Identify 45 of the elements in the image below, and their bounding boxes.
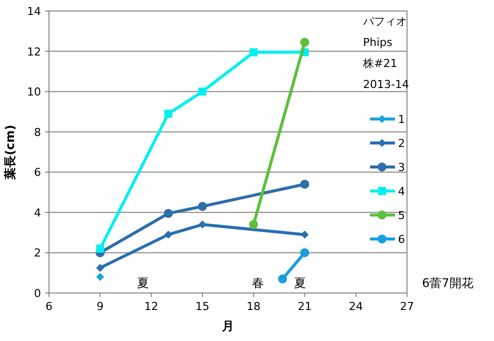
point (198, 88, 206, 96)
x-tick-label: 9 (96, 300, 104, 313)
y-tick-label: 12 (27, 45, 41, 58)
point (278, 274, 288, 284)
legend-label: 1 (398, 113, 405, 126)
point (300, 180, 310, 189)
x-tick-label: 21 (298, 300, 312, 313)
point (96, 264, 104, 272)
y-tick-label: 2 (34, 246, 41, 260)
annotation: 夏 (137, 276, 149, 290)
y-tick-label: 14 (27, 5, 41, 18)
y-tick-label: 6 (34, 166, 41, 180)
x-tick-label: 27 (400, 300, 414, 313)
x-tick-label: 15 (195, 300, 210, 313)
legend-label: 5 (398, 209, 405, 222)
annotation: 春 (252, 276, 264, 290)
point (300, 230, 309, 239)
text: 6蕾7開花 (422, 276, 474, 290)
legend-title: パフィオ Phips 株#21 2013-14 (362, 15, 409, 91)
point (164, 208, 173, 218)
point (164, 110, 172, 118)
legend-label: 2 (398, 137, 405, 150)
legend-label: 3 (398, 161, 405, 174)
y-tick-label: 8 (34, 126, 41, 139)
x-axis-title: 月 (221, 319, 234, 333)
x-tick-label: 6 (46, 300, 52, 313)
y-tick-label: 0 (34, 287, 41, 300)
point (250, 48, 258, 56)
annotation: 夏 (294, 276, 306, 290)
point (96, 272, 104, 281)
x-tick-label: 12 (144, 300, 158, 313)
point (96, 244, 104, 253)
point (300, 38, 310, 47)
legend-label: 6 (398, 233, 405, 246)
y-axis-title: 葉長(cm) (3, 124, 17, 180)
x-tick-label: 18 (246, 300, 261, 313)
y-tick-label: 10 (27, 86, 41, 99)
legend-label: 4 (398, 185, 405, 198)
point (300, 248, 310, 258)
point (198, 202, 207, 211)
point (249, 220, 258, 230)
y-tick-label: 4 (34, 206, 41, 220)
point (164, 230, 172, 239)
point (198, 220, 206, 229)
x-tick-label: 24 (348, 300, 363, 313)
